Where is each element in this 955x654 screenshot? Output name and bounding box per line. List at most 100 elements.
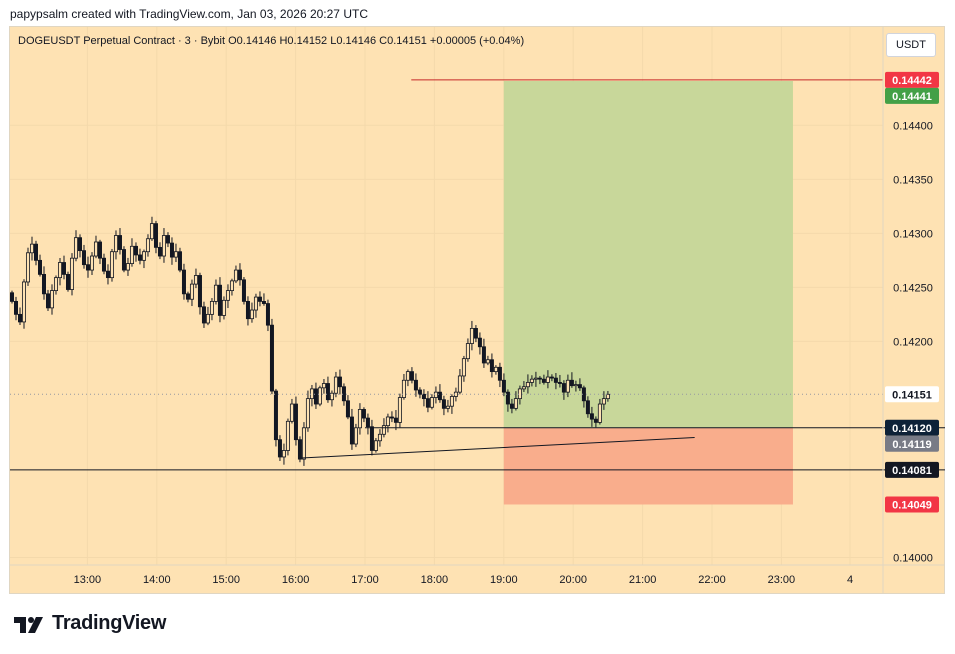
candle-body-up [253,296,258,311]
candle [481,338,486,368]
candle-body-down [409,371,414,381]
candle-body-up [129,245,134,264]
candle-body-down [117,235,122,250]
candle [153,220,158,254]
candle [245,296,250,326]
price-label-support: 0.14081 [885,461,939,478]
candle-body-up [433,391,438,398]
candle [85,256,90,278]
candle [549,374,554,382]
candle-body-up [545,376,550,383]
candle [289,398,294,424]
candle [585,396,590,418]
price-label-take-profit: 0.14441 [885,87,939,104]
candle [105,264,110,285]
candle [369,419,374,456]
candle [605,390,610,402]
candle [545,370,550,389]
candle [465,338,470,362]
candle-body-up [161,235,166,257]
candle-body-down [569,379,574,387]
price-label-last-price: 0.14151 [885,386,939,403]
candle-body-down [313,388,318,405]
candle-body-down [505,391,510,405]
price-label-stop-loss: 0.14049 [885,496,939,513]
candle-body-down [425,398,430,408]
candle-body-up [357,409,362,429]
candle-body-down [137,254,142,261]
candle-body-down [133,245,138,256]
candle [137,248,142,265]
position-zones [503,81,793,505]
candle [61,255,66,280]
candle-body-up [573,384,578,387]
candle [321,378,326,394]
axis-divider [10,27,944,593]
currency-button[interactable]: USDT [886,33,936,57]
candle [341,383,346,406]
candle-body-down [349,416,354,445]
candle-body-down [341,386,346,402]
candle-body-down [441,399,446,409]
candle-body-up [25,252,30,283]
candle-body-up [225,290,230,301]
candle [121,246,126,273]
candle-body-up [309,388,314,400]
candle [445,399,450,413]
candle [345,395,350,420]
candle-body-down [17,313,22,323]
candle [173,243,178,263]
candle-body-up [189,283,194,300]
tradingview-logo[interactable]: TradingView [12,612,166,635]
time-tick-label: 17:00 [351,574,379,586]
candle [533,371,538,387]
candle [129,238,134,267]
candle [601,391,606,410]
time-tick-label: 19:00 [490,574,518,586]
candle-body-down [245,301,250,320]
price-label-box [885,71,939,88]
price-label-text: 0.14081 [892,465,932,477]
price-axis: 0.14400 0.14350 0.14300 0.14250 0.14200 0.140… [893,120,933,564]
candle-body-up [485,359,490,364]
candle [125,257,130,276]
candle-body-down [41,273,46,295]
candle-body-down [153,223,158,248]
candle [213,279,218,305]
candle-body-down [421,393,426,400]
time-axis: 2:0013:0014:0015:0016:0017:0018:0019:002… [74,574,853,586]
candle [285,418,290,456]
candle-body-down [261,301,266,304]
candle-body-down [389,416,394,419]
price-tick-label: 0.14000 [893,552,933,564]
candle-body-down [269,324,274,392]
candle [477,332,482,355]
candle [157,242,162,260]
candle-body-up [301,427,306,460]
candle [25,247,30,286]
candle-body-up [53,277,58,291]
candle [597,398,602,425]
candle [205,306,210,326]
price-label-box [885,496,939,513]
candle-body-down [37,259,42,275]
candle-body-up [125,263,130,271]
candle-body-down [537,377,542,380]
candle [181,263,186,300]
candle [45,289,50,311]
candle [33,240,38,266]
candle-body-down [417,389,422,395]
candle-body-down [237,269,242,281]
candle-body-up [533,377,538,380]
candle-body-up [445,405,450,409]
candle-body-down [489,359,494,373]
candle-body-up [29,243,34,254]
candle [109,248,114,282]
candle [317,385,322,407]
candle [421,389,426,407]
candle-body-up [57,262,62,279]
time-tick-label: 4 [847,574,853,586]
candle [241,277,246,305]
candle [489,353,494,378]
